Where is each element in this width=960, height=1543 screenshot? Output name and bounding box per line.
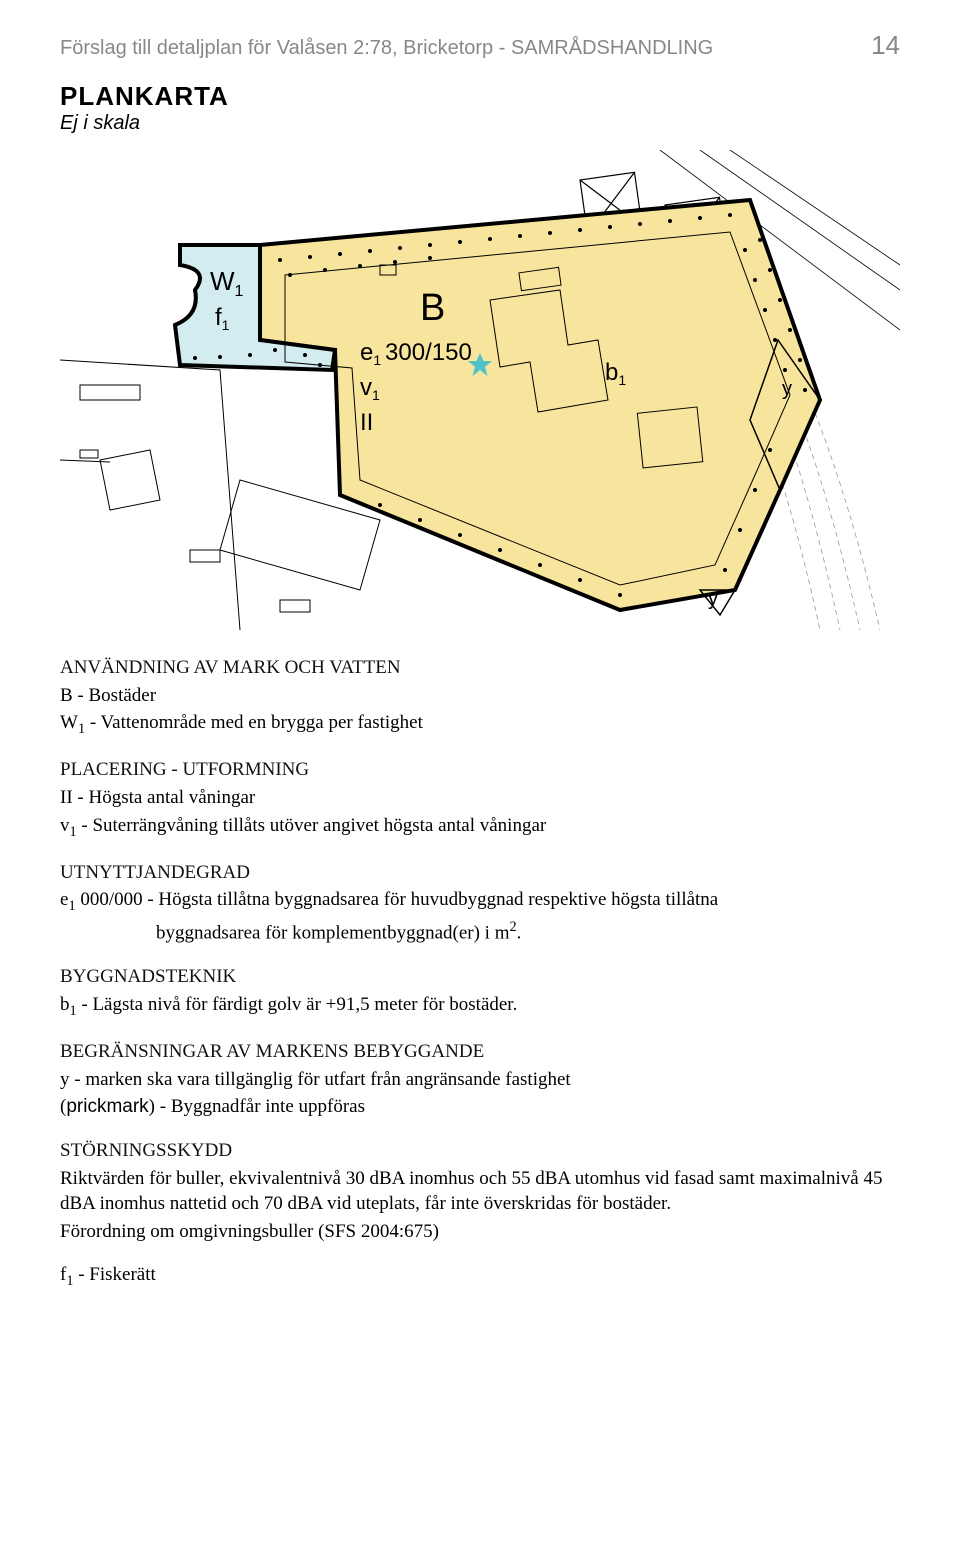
svg-text:II: II bbox=[360, 409, 373, 436]
legend-storn-p2: Förordning om omgivningsbuller (SFS 2004… bbox=[60, 1219, 900, 1245]
legend-v1: v1 - Suterrängvåning tillåts utöver angi… bbox=[60, 813, 900, 842]
legend-b: B - Bostäder bbox=[60, 683, 900, 709]
page-number: 14 bbox=[871, 30, 900, 61]
legend-f1: f1 - Fiskerätt bbox=[60, 1262, 900, 1291]
sec-begransningar-title: BEGRÄNSNINGAR AV MARKENS BEBYGGANDE bbox=[60, 1039, 900, 1065]
svg-text:y: y bbox=[782, 378, 792, 400]
legend: ANVÄNDNING AV MARK OCH VATTEN B - Bostäd… bbox=[60, 655, 900, 1291]
page-header: Förslag till detaljplan för Valåsen 2:78… bbox=[60, 30, 900, 61]
plankarta-title: PLANKARTA bbox=[60, 81, 900, 112]
legend-w1: W1 - Vattenområde med en brygga per fast… bbox=[60, 710, 900, 739]
legend-ii: II - Högsta antal våningar bbox=[60, 785, 900, 811]
legend-prickmark: (prickmark) - Byggnadfår inte uppföras bbox=[60, 1094, 900, 1120]
sec-utnyttjande-title: UTNYTTJANDEGRAD bbox=[60, 860, 900, 886]
plan-map: W1 f1 B e1 300/150 v1 II b1 y y bbox=[60, 150, 900, 630]
svg-text:B: B bbox=[420, 287, 445, 329]
sec-storningsskydd-title: STÖRNINGSSKYDD bbox=[60, 1138, 900, 1164]
legend-b1: b1 - Lägsta nivå för färdigt golv är +91… bbox=[60, 992, 900, 1021]
plankarta-subtitle: Ej i skala bbox=[60, 112, 900, 135]
svg-text:y: y bbox=[708, 588, 718, 610]
doc-title: Förslag till detaljplan för Valåsen 2:78… bbox=[60, 37, 713, 60]
sec-byggnadsteknik-title: BYGGNADSTEKNIK bbox=[60, 964, 900, 990]
sec-anvandning-title: ANVÄNDNING AV MARK OCH VATTEN bbox=[60, 655, 900, 681]
legend-e1-l2: byggnadsarea för komplementbyggnad(er) i… bbox=[60, 918, 900, 946]
legend-e1: e1 000/000 - Högsta tillåtna byggnadsare… bbox=[60, 887, 900, 916]
legend-y: y - marken ska vara tillgänglig för utfa… bbox=[60, 1067, 900, 1093]
sec-placering-title: PLACERING - UTFORMNING bbox=[60, 757, 900, 783]
legend-storn-p1: Riktvärden för buller, ekvivalentnivå 30… bbox=[60, 1166, 900, 1217]
